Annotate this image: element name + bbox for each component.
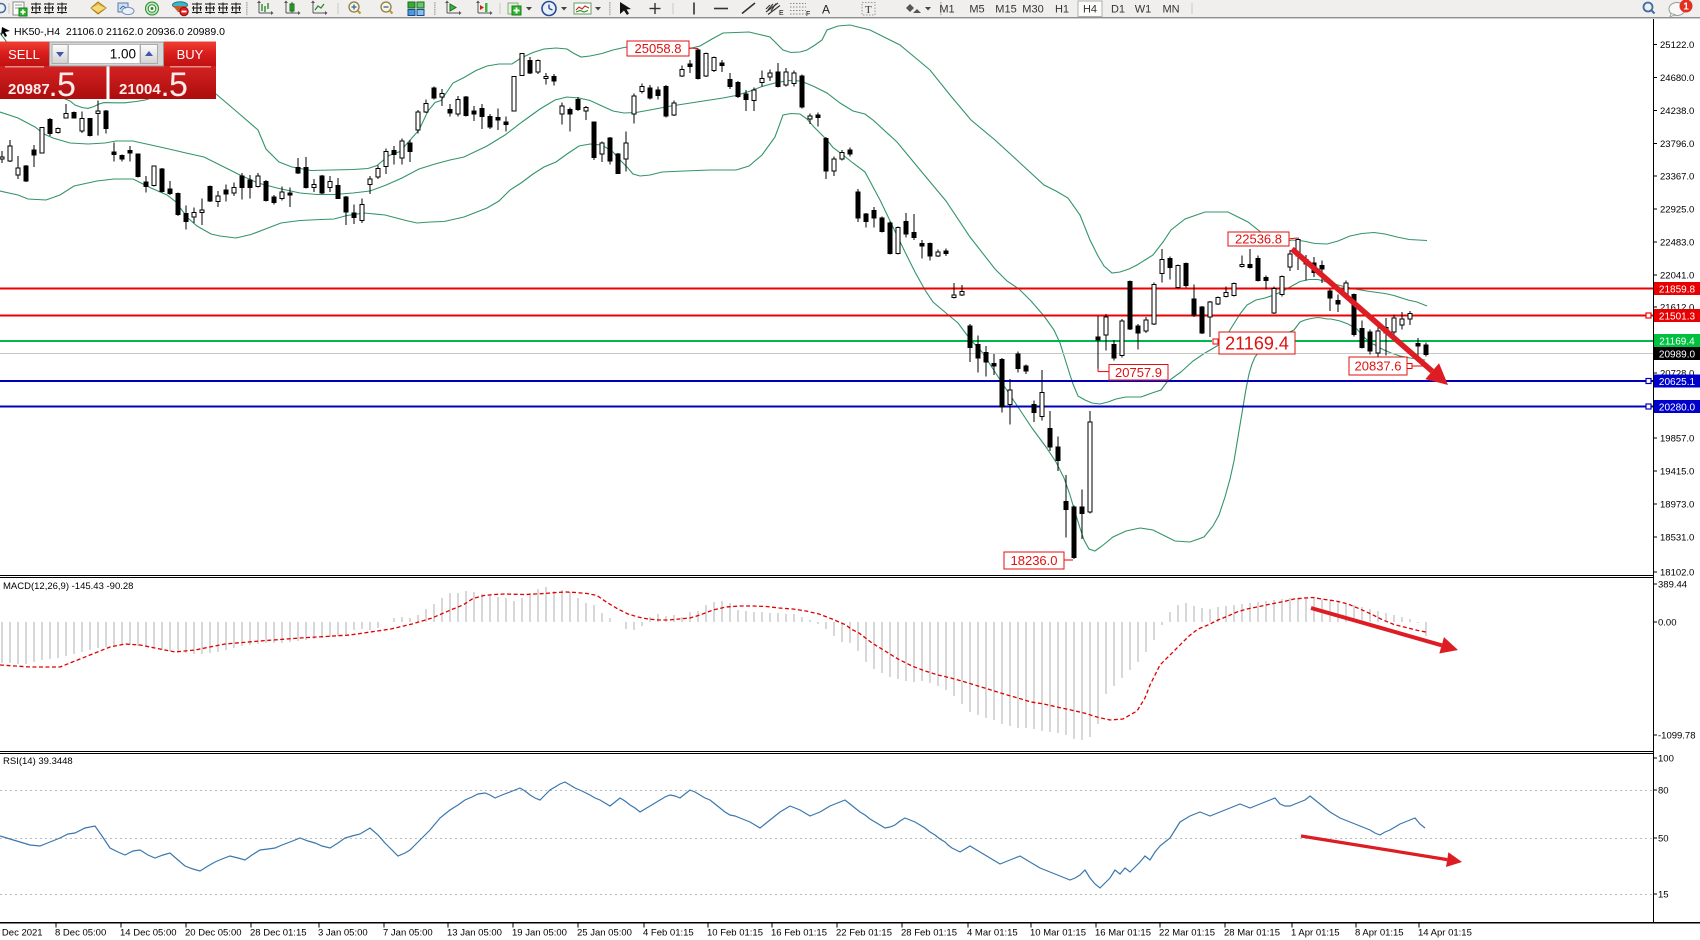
svg-text:2 Dec 2021: 2 Dec 2021: [0, 928, 43, 939]
svg-text:T: T: [865, 4, 872, 16]
svg-text:W1: W1: [1135, 4, 1152, 16]
svg-text:22483.0: 22483.0: [1660, 238, 1694, 249]
svg-text:8 Apr 01:15: 8 Apr 01:15: [1355, 928, 1404, 939]
svg-text:5: 5: [57, 66, 76, 104]
svg-text:8 Dec 05:00: 8 Dec 05:00: [55, 928, 106, 939]
svg-text:18102.0: 18102.0: [1660, 568, 1694, 579]
svg-text:RSI(14) 39.3448: RSI(14) 39.3448: [3, 756, 73, 767]
svg-text:1 Apr 01:15: 1 Apr 01:15: [1291, 928, 1340, 939]
svg-text:21004: 21004: [119, 81, 161, 98]
svg-text:22925.0: 22925.0: [1660, 205, 1694, 216]
svg-text:10 Feb 01:15: 10 Feb 01:15: [707, 928, 763, 939]
svg-text:19857.0: 19857.0: [1660, 434, 1694, 445]
svg-text:MN: MN: [1162, 4, 1179, 16]
svg-text:H4: H4: [1083, 4, 1097, 16]
svg-text:21859.8: 21859.8: [1659, 284, 1696, 295]
svg-text:A: A: [822, 3, 830, 17]
svg-text:0.00: 0.00: [1658, 618, 1677, 629]
svg-text:25122.0: 25122.0: [1660, 40, 1694, 51]
svg-text:389.44: 389.44: [1658, 580, 1687, 591]
svg-text:100: 100: [1658, 754, 1674, 765]
svg-text:20280.0: 20280.0: [1659, 402, 1696, 413]
svg-text:20757.9: 20757.9: [1115, 365, 1162, 380]
svg-text:22 Mar 01:15: 22 Mar 01:15: [1159, 928, 1215, 939]
svg-text:23367.0: 23367.0: [1660, 172, 1694, 183]
svg-text:15: 15: [1658, 890, 1669, 901]
svg-text:M30: M30: [1022, 4, 1043, 16]
svg-text:20837.6: 20837.6: [1355, 359, 1402, 374]
svg-text:1: 1: [1683, 2, 1689, 13]
svg-text:MACD(12,26,9) -145.43 -90.28: MACD(12,26,9) -145.43 -90.28: [3, 581, 133, 592]
svg-text:.: .: [162, 76, 168, 101]
svg-text:20625.1: 20625.1: [1659, 377, 1696, 388]
svg-text:-1099.78: -1099.78: [1658, 731, 1696, 742]
svg-text:20989.0: 20989.0: [1659, 349, 1696, 360]
svg-text:M15: M15: [995, 4, 1016, 16]
svg-text:24680.0: 24680.0: [1660, 73, 1694, 84]
svg-text:14 Apr 01:15: 14 Apr 01:15: [1418, 928, 1472, 939]
svg-text:13 Jan 05:00: 13 Jan 05:00: [447, 928, 502, 939]
svg-text:18531.0: 18531.0: [1660, 533, 1694, 544]
svg-text:16 Feb 01:15: 16 Feb 01:15: [771, 928, 827, 939]
svg-text:25 Jan 05:00: 25 Jan 05:00: [577, 928, 632, 939]
svg-text:M1: M1: [939, 4, 954, 16]
svg-text:23796.0: 23796.0: [1660, 139, 1694, 150]
svg-text:20987: 20987: [8, 81, 50, 98]
svg-text:F: F: [806, 11, 810, 18]
svg-text:22 Feb 01:15: 22 Feb 01:15: [836, 928, 892, 939]
svg-text:4 Feb 01:15: 4 Feb 01:15: [643, 928, 694, 939]
svg-text:22536.8: 22536.8: [1235, 232, 1282, 247]
svg-text:28 Feb 01:15: 28 Feb 01:15: [901, 928, 957, 939]
svg-text:HK50-,H4 21106.0 21162.0 2093: HK50-,H4 21106.0 21162.0 20936.0 20989.0: [14, 26, 225, 38]
svg-text:5: 5: [169, 66, 188, 104]
svg-text:10 Mar 01:15: 10 Mar 01:15: [1030, 928, 1086, 939]
svg-text:D1: D1: [1111, 4, 1125, 16]
svg-text:50: 50: [1658, 834, 1669, 845]
svg-text:4 Mar 01:15: 4 Mar 01:15: [967, 928, 1018, 939]
svg-text:28 Dec 01:15: 28 Dec 01:15: [250, 928, 307, 939]
svg-text:28 Mar 01:15: 28 Mar 01:15: [1224, 928, 1280, 939]
svg-text:80: 80: [1658, 786, 1669, 797]
svg-text:16 Mar 01:15: 16 Mar 01:15: [1095, 928, 1151, 939]
svg-text:3 Jan 05:00: 3 Jan 05:00: [318, 928, 368, 939]
svg-text:19 Jan 05:00: 19 Jan 05:00: [512, 928, 567, 939]
svg-text:E: E: [779, 10, 784, 17]
svg-text:25058.8: 25058.8: [635, 41, 682, 56]
svg-text:19415.0: 19415.0: [1660, 467, 1694, 478]
svg-text:.: .: [50, 76, 56, 101]
svg-text:18236.0: 18236.0: [1011, 553, 1058, 568]
svg-text:BUY: BUY: [177, 47, 204, 62]
svg-text:SELL: SELL: [8, 47, 40, 62]
svg-text:21501.3: 21501.3: [1659, 311, 1696, 322]
svg-text:H1: H1: [1055, 4, 1069, 16]
svg-text:20 Dec 05:00: 20 Dec 05:00: [185, 928, 242, 939]
svg-text:22041.0: 22041.0: [1660, 271, 1694, 282]
svg-text:21612.0: 21612.0: [1660, 303, 1694, 314]
svg-text:24238.0: 24238.0: [1660, 106, 1694, 117]
svg-text:14 Dec 05:00: 14 Dec 05:00: [120, 928, 177, 939]
svg-text:18973.0: 18973.0: [1660, 500, 1694, 511]
svg-text:21169.4: 21169.4: [1225, 333, 1289, 353]
svg-text:1.00: 1.00: [110, 47, 136, 62]
svg-text:7 Jan 05:00: 7 Jan 05:00: [383, 928, 433, 939]
svg-text:M5: M5: [969, 4, 984, 16]
svg-text:20728.0: 20728.0: [1660, 369, 1694, 380]
svg-text:21169.4: 21169.4: [1659, 336, 1695, 347]
